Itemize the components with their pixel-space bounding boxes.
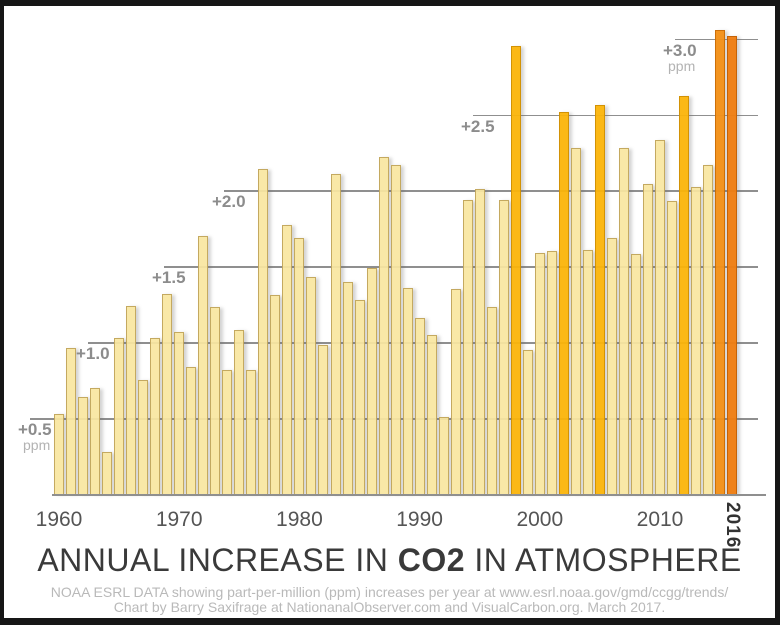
gridline-sublabel-+3.0: ppm [668, 57, 696, 74]
bar-1983 [330, 173, 341, 494]
bar-1980 [294, 237, 305, 494]
bar-1988 [390, 164, 401, 494]
title-co2: CO2 [397, 542, 465, 578]
bar-1997 [498, 199, 509, 494]
x-axis-line [52, 494, 766, 496]
bar-1981 [306, 276, 317, 494]
bar-1995 [474, 188, 485, 494]
bar-2011 [667, 201, 677, 494]
x-tick-1990: 1990 [396, 508, 443, 531]
bar-1962 [78, 396, 88, 494]
bar-1966 [126, 305, 137, 494]
gridline-label-+2.0: +2.0 [212, 192, 246, 212]
gridline-+1.5 [164, 266, 758, 268]
bar-1977 [258, 169, 269, 494]
bar-1961 [66, 348, 76, 494]
bar-1968 [150, 337, 161, 494]
title-post: IN ATMOSPHERE [465, 542, 742, 578]
bar-2015 [715, 29, 726, 494]
bar-1998 [510, 46, 521, 494]
bar-1994 [462, 199, 473, 494]
bar-2008 [631, 254, 641, 494]
bar-1960 [54, 413, 64, 494]
bar-2009 [643, 184, 653, 494]
bar-1964 [102, 451, 113, 494]
bar-1974 [222, 369, 233, 494]
bar-1973 [210, 307, 221, 494]
bar-2001 [546, 251, 557, 494]
bar-2014 [703, 164, 714, 494]
bar-2012 [679, 96, 689, 494]
credit-line-2: Chart by Barry Saxifrage at NationanalOb… [113, 599, 666, 615]
bar-2003 [570, 147, 581, 494]
credit-line-1: NOAA ESRL DATA showing part-per-million … [50, 584, 729, 600]
x-tick-2016: 2016 [722, 502, 744, 549]
bar-1978 [270, 295, 281, 494]
chart-title: ANNUAL INCREASE IN CO2 IN ATMOSPHERE [4, 542, 775, 579]
gridline-label-+0.5: +0.5 ppm [18, 420, 52, 454]
bar-1986 [366, 267, 377, 494]
bar-1971 [186, 366, 197, 494]
bar-2004 [582, 249, 593, 494]
bar-2007 [618, 147, 629, 494]
x-tick-2010: 2010 [636, 508, 684, 531]
bar-1991 [426, 334, 437, 494]
chart-credit: NOAA ESRL DATA showing part-per-million … [4, 585, 775, 615]
bar-1982 [318, 345, 329, 494]
gridline-label-+1.0: +1.0 [76, 344, 110, 364]
bar-2005 [594, 105, 605, 494]
bar-2013 [691, 187, 702, 494]
bar-2000 [534, 252, 545, 494]
bar-1975 [234, 330, 245, 494]
bar-2016 [727, 35, 738, 494]
bar-1999 [522, 349, 533, 494]
bar-1990 [414, 317, 425, 494]
bar-2010 [655, 140, 665, 494]
gridline-sublabel-+0.5: ppm [23, 437, 51, 454]
bar-1989 [402, 287, 413, 494]
bar-1985 [354, 299, 365, 494]
bar-1972 [198, 235, 209, 494]
bar-1970 [174, 331, 185, 494]
gridline-label-+3.0: +3.0 ppm [663, 40, 697, 74]
x-tick-1960: 1960 [35, 508, 83, 531]
x-tick-1980: 1980 [276, 508, 323, 531]
bar-2002 [558, 111, 569, 494]
gridline-label-+2.5: +2.5 [461, 116, 495, 136]
bar-1976 [246, 369, 257, 494]
chart-canvas: +0.5 ppm +1.0 +1.5 +2.0 +2.5 +3.0 ppm 1960 1970 19… [4, 6, 775, 618]
bar-1992 [438, 416, 449, 494]
gridline-+2.5 [473, 114, 758, 116]
x-tick-1970: 1970 [155, 508, 203, 531]
bar-1984 [342, 281, 353, 494]
bar-1993 [450, 289, 461, 494]
title-pre: ANNUAL INCREASE IN [37, 542, 398, 578]
bar-1963 [90, 387, 101, 494]
bar-1969 [162, 293, 173, 494]
bar-1979 [282, 225, 293, 494]
bar-1996 [486, 307, 497, 494]
gridline-label-+1.5: +1.5 [152, 268, 186, 288]
bar-1987 [378, 157, 389, 494]
x-tick-2000: 2000 [516, 508, 564, 531]
bar-1965 [114, 337, 125, 494]
bar-1967 [138, 380, 149, 494]
bar-2006 [606, 237, 617, 494]
gridline-+2.0 [224, 190, 758, 192]
